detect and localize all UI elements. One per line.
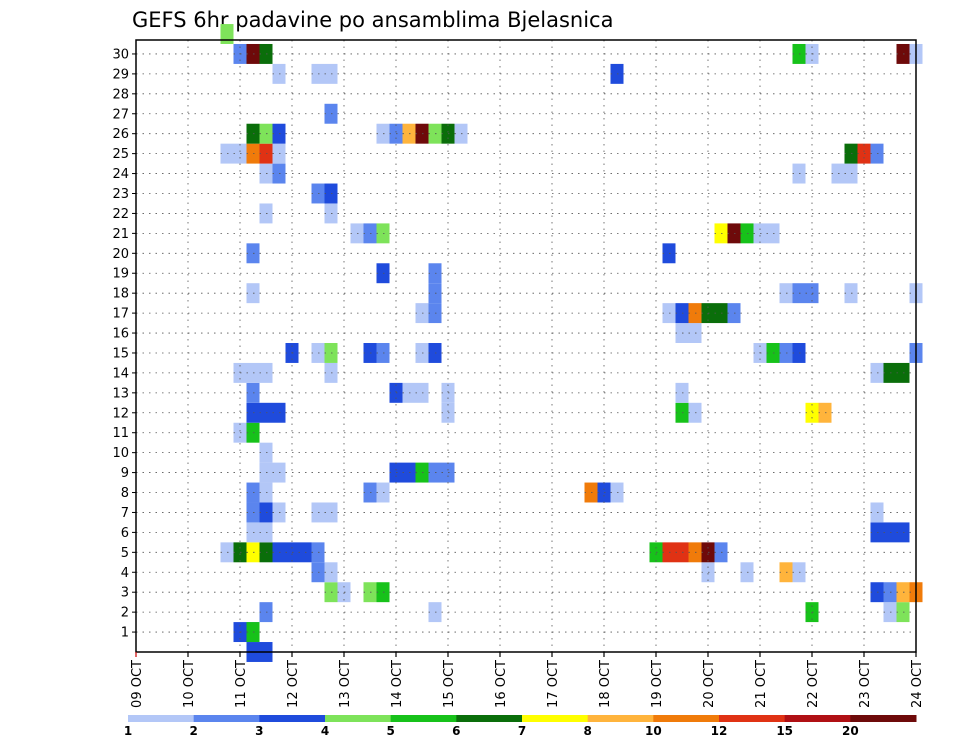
y-tick-label: 8 bbox=[121, 486, 129, 501]
colorbar-swatch bbox=[784, 715, 851, 722]
colorbar-swatch bbox=[587, 715, 654, 722]
x-tick-label: 23 OCT bbox=[858, 660, 873, 708]
colorbar-swatch bbox=[850, 715, 917, 722]
colorbar-swatch bbox=[390, 715, 457, 722]
colorbar-label: 1 bbox=[124, 724, 132, 738]
y-tick-label: 24 bbox=[112, 167, 129, 182]
y-tick-label: 17 bbox=[112, 307, 129, 322]
x-tick-label: 14 OCT bbox=[390, 660, 405, 708]
colorbar: 1 2 3 4 5 6 7 8 10 12 15 20 bbox=[124, 715, 917, 738]
colorbar-swatch bbox=[259, 715, 326, 722]
y-tick-label: 13 bbox=[112, 386, 129, 401]
x-tick-label: 24 OCT bbox=[910, 660, 925, 708]
plot-frame bbox=[135, 39, 917, 653]
y-tick-label: 20 bbox=[112, 247, 129, 262]
x-tick-label: 22 OCT bbox=[806, 660, 821, 708]
y-tick-label: 19 bbox=[112, 267, 129, 282]
y-tick-label: 15 bbox=[112, 346, 129, 361]
y-tick-label: 3 bbox=[121, 586, 129, 601]
colorbar-label: 10 bbox=[645, 724, 662, 738]
colorbar-label: 8 bbox=[583, 724, 591, 738]
colorbar-swatch bbox=[522, 715, 589, 722]
colorbar-label: 7 bbox=[518, 724, 526, 738]
x-tick-label: 13 OCT bbox=[338, 660, 353, 708]
y-tick-label: 11 bbox=[112, 426, 129, 441]
x-axis: 09 OCT 10 OCT 11 OCT 12 OCT 13 OCT 14 OCT 15 O… bbox=[130, 652, 925, 708]
x-tick-label: 17 OCT bbox=[546, 660, 561, 708]
y-tick-label: 18 bbox=[112, 287, 129, 302]
y-tick-label: 23 bbox=[112, 187, 129, 202]
y-tick-label: 1 bbox=[121, 626, 129, 641]
colorbar-label: 2 bbox=[189, 724, 197, 738]
y-tick-label: 14 bbox=[112, 366, 129, 381]
y-tick-label: 16 bbox=[112, 327, 129, 342]
x-tick-label: 20 OCT bbox=[702, 660, 717, 708]
colorbar-swatch bbox=[325, 715, 392, 722]
colorbar-label: 5 bbox=[386, 724, 394, 738]
colorbar-swatch bbox=[128, 715, 195, 722]
y-tick-label: 9 bbox=[121, 466, 129, 481]
y-tick-label: 21 bbox=[112, 227, 129, 242]
y-tick-label: 2 bbox=[121, 606, 129, 621]
y-tick-label: 4 bbox=[121, 566, 129, 581]
colorbar-label: 12 bbox=[711, 724, 728, 738]
cells-layer bbox=[220, 24, 923, 662]
y-tick-label: 25 bbox=[112, 147, 129, 162]
x-tick-label: 09 OCT bbox=[130, 660, 145, 708]
y-tick-label: 28 bbox=[112, 87, 129, 102]
x-tick-label: 16 OCT bbox=[494, 660, 509, 708]
x-tick-label: 15 OCT bbox=[442, 660, 457, 708]
colorbar-swatch bbox=[719, 715, 786, 722]
x-tick-label: 11 OCT bbox=[234, 660, 249, 708]
y-axis: 1234567891011121314151617181920212223242… bbox=[112, 47, 136, 641]
colorbar-swatch bbox=[456, 715, 523, 722]
y-tick-label: 10 bbox=[112, 446, 129, 461]
y-tick-label: 7 bbox=[121, 506, 129, 521]
colorbar-label: 6 bbox=[452, 724, 460, 738]
precip-cell bbox=[220, 24, 234, 44]
x-tick-label: 19 OCT bbox=[650, 660, 665, 708]
y-tick-label: 26 bbox=[112, 127, 129, 142]
x-tick-label: 12 OCT bbox=[286, 660, 301, 708]
y-tick-label: 5 bbox=[121, 546, 129, 561]
colorbar-label: 15 bbox=[776, 724, 793, 738]
colorbar-swatch bbox=[193, 715, 260, 722]
chart-title: GEFS 6hr padavine po ansamblima Bjelasni… bbox=[132, 8, 613, 32]
y-tick-label: 12 bbox=[112, 406, 129, 421]
y-tick-label: 22 bbox=[112, 207, 129, 222]
x-tick-label: 18 OCT bbox=[598, 660, 613, 708]
y-tick-label: 27 bbox=[112, 107, 129, 122]
colorbar-label: 20 bbox=[842, 724, 859, 738]
colorbar-label: 3 bbox=[255, 724, 263, 738]
x-tick-label: 21 OCT bbox=[754, 660, 769, 708]
y-tick-label: 6 bbox=[121, 526, 129, 541]
y-tick-label: 30 bbox=[112, 47, 129, 62]
colorbar-label: 4 bbox=[321, 724, 329, 738]
grid-layer bbox=[136, 40, 916, 652]
colorbar-swatch bbox=[653, 715, 720, 722]
x-tick-label: 10 OCT bbox=[182, 660, 197, 708]
y-tick-label: 29 bbox=[112, 67, 129, 82]
